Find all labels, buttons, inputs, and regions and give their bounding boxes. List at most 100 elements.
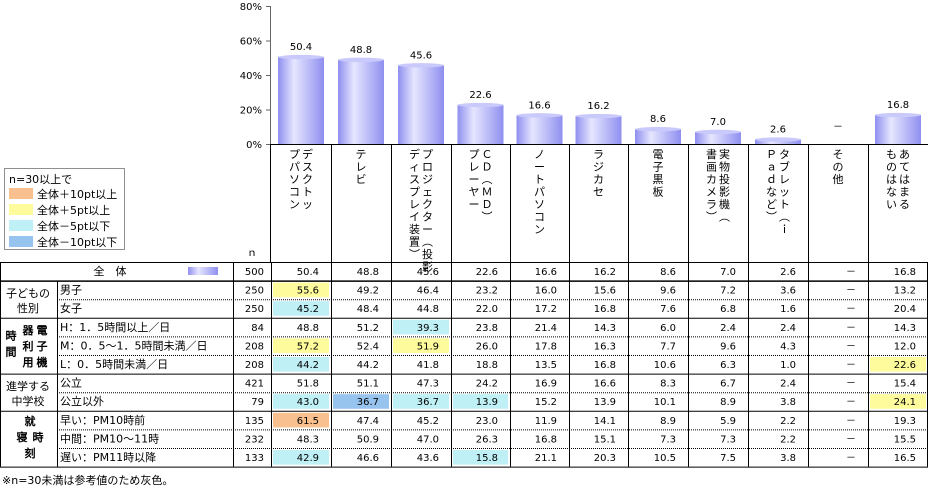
table-cell: 3.8 — [780, 397, 796, 408]
table-cell: 22.6 — [476, 267, 498, 278]
category-label-char: な — [886, 186, 897, 199]
table-cell: 51.9 — [417, 341, 439, 352]
table-cell: － — [846, 286, 856, 297]
table-cell: － — [846, 267, 856, 278]
category-label-char: ー — [469, 173, 480, 186]
bar-value-label: 16.2 — [587, 101, 609, 112]
category-label-char: 置 — [409, 236, 420, 249]
table-cell: 16.6 — [535, 267, 557, 278]
bar-top — [457, 102, 504, 108]
table-cell: 47.3 — [417, 379, 439, 390]
group-label: 中学校 — [12, 394, 45, 408]
category-label-char: パ — [534, 186, 545, 199]
row-label: 公立以外 — [60, 394, 104, 408]
category-label-char: ー — [422, 223, 433, 236]
table-cell: 2.6 — [780, 267, 796, 278]
category-label-char: い — [886, 198, 897, 211]
category-label-char: 画 — [706, 161, 717, 174]
row-label: 女子 — [60, 301, 82, 315]
category-label-char: プ — [469, 148, 480, 161]
table-cell: 14.3 — [594, 323, 616, 334]
category-label-char: 物 — [719, 160, 730, 174]
category-label-char: ト — [779, 198, 790, 211]
table-cell: 52.4 — [357, 341, 379, 352]
category-label-char: ン — [534, 223, 545, 236]
table-cell: 17.8 — [535, 341, 557, 352]
table-cell: 10.5 — [654, 453, 676, 464]
table-cell: 48.8 — [297, 323, 319, 334]
category-label-char: ラ — [593, 148, 604, 161]
table-n: 500 — [245, 267, 264, 278]
category-label-char: ブ — [779, 160, 790, 174]
table-cell: 55.6 — [297, 286, 319, 297]
table-cell: 42.9 — [297, 453, 319, 464]
bar-top — [338, 57, 384, 63]
category-label-char: は — [899, 173, 910, 186]
category-label-char: ソ — [534, 198, 545, 211]
category-label-char: ビ — [356, 173, 367, 186]
category-label-char: レ — [779, 173, 790, 186]
group-label: 器 — [22, 324, 35, 337]
highlight-cell — [273, 412, 329, 428]
table-cell: 7.7 — [660, 341, 676, 352]
category-label-char: ︶ — [482, 211, 493, 224]
row-label: M：0．5～1．5時間未満／日 — [60, 339, 207, 352]
bar — [635, 129, 681, 144]
category-label-char: ｄ — [766, 173, 777, 186]
table-cell: 48.4 — [357, 304, 379, 315]
category-label-char: Ｄ — [482, 198, 493, 211]
n-header: ｎ — [247, 248, 257, 259]
group-label: 子どもの — [6, 287, 50, 300]
table-cell: 8.6 — [660, 267, 676, 278]
table-cell: 16.8 — [594, 304, 616, 315]
table-cell: 57.2 — [297, 341, 319, 352]
highlight-cell — [273, 338, 329, 353]
table-cell: 8.9 — [660, 416, 676, 427]
category-label-char: 子 — [653, 161, 664, 174]
category-label-char: 板 — [653, 185, 664, 199]
table-cell: 16.8 — [894, 267, 916, 278]
table-cell: － — [846, 397, 856, 408]
legend-label-minus5: 全体－5pt以下 — [37, 219, 111, 233]
table-cell: 6.0 — [660, 323, 676, 334]
table-cell: 1.0 — [780, 360, 796, 371]
legend-item-minus10: 全体－10pt以下 — [9, 235, 117, 249]
bar — [875, 115, 921, 144]
table-cell: 6.8 — [720, 304, 736, 315]
bar-value-label: 50.4 — [290, 42, 312, 53]
table-cell: 2.4 — [780, 379, 796, 390]
table-cell: 48.8 — [357, 267, 379, 278]
table-cell: 44.2 — [357, 360, 379, 371]
table-cell: 45.2 — [417, 416, 439, 427]
table-cell: 7.2 — [720, 286, 736, 297]
category-label-char: も — [886, 148, 897, 161]
group-label: 機 — [37, 355, 48, 369]
category-label-char: ェ — [422, 186, 433, 199]
category-label-char: テ — [356, 148, 367, 161]
bar-top — [635, 126, 681, 132]
table-cell: 7.6 — [660, 304, 676, 315]
category-label-char: ス — [409, 173, 420, 186]
bar — [755, 139, 801, 144]
table-cell: 14.3 — [894, 323, 916, 334]
category-label-char: ー — [534, 161, 545, 174]
table-cell: 51.2 — [357, 323, 379, 334]
category-label-char: な — [766, 186, 777, 199]
row-label: 早い：PM10時前 — [60, 413, 145, 427]
category-label-char: 投 — [719, 172, 730, 186]
table-n: 84 — [251, 323, 264, 334]
table-cell: 36.7 — [357, 397, 379, 408]
row-label: L：0．5時間未満／日 — [60, 358, 168, 371]
table-cell: 21.1 — [535, 453, 557, 464]
table-cell: 7.0 — [720, 267, 736, 278]
y-tick-label: 40% — [240, 71, 262, 82]
legend-label-plus10: 全体＋10pt以上 — [37, 187, 118, 201]
category-label-char: 電 — [653, 148, 664, 161]
table-cell: 45.6 — [417, 267, 439, 278]
table-cell: 51.8 — [297, 379, 319, 390]
table-cell: 39.3 — [417, 323, 439, 334]
table-cell: － — [846, 304, 856, 315]
category-label-char: ク — [302, 173, 313, 186]
table-cell: － — [846, 341, 856, 352]
category-label-char: コ — [534, 211, 545, 224]
